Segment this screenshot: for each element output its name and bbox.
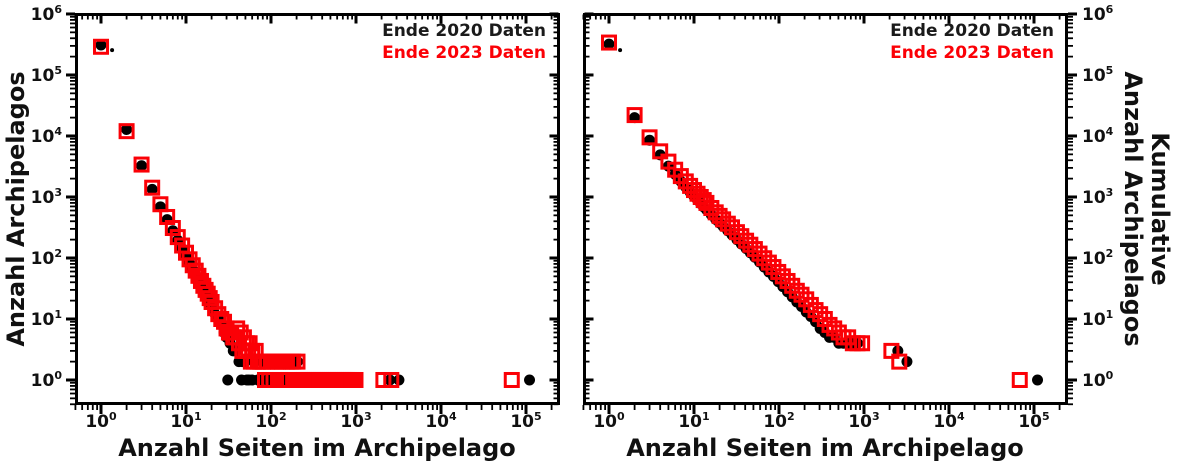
stray-dot [618,48,623,53]
y-tick-label: 102 [30,247,62,269]
y-tick-label: 101 [1082,308,1114,330]
data-point-2020 [1032,374,1044,386]
data-point-2023 [770,263,787,280]
data-point-2023 [793,286,810,303]
data-point-2023 [133,156,150,173]
data-point-2023 [724,219,741,236]
data-point-2023 [164,220,181,237]
y-tick-label: 103 [1082,186,1114,208]
data-point-2023 [756,250,773,267]
data-point-2023 [652,143,669,160]
data-point-2020 [136,160,148,172]
x-tick-label: 103 [848,410,880,432]
data-point-2020 [603,38,615,50]
legend-entry-2023: Ende 2023 Daten [382,43,546,63]
series-2023 [93,38,520,388]
x-tick-label: 105 [510,410,542,432]
data-point-2023 [93,38,110,55]
left-plot-canvas [66,12,560,414]
data-point-2023 [118,123,135,140]
data-point-2023 [830,324,847,341]
y-tick-label: 105 [1082,64,1114,86]
data-point-2023 [751,245,768,262]
right-plot-canvas [582,12,1077,414]
y-tick-label: 103 [30,186,62,208]
data-point-2020 [95,39,107,51]
data-point-2023 [760,254,777,271]
y-tick-label: 104 [30,125,62,147]
x-tick-label: 104 [425,410,457,432]
data-point-2023 [1011,371,1028,388]
left-y-axis-title: Anzahl Archipelagos [2,71,30,347]
data-point-2023 [774,268,791,285]
data-point-2020 [222,374,234,386]
x-tick-label: 101 [170,410,202,432]
x-tick-label: 102 [255,410,287,432]
right-y-axis-title: Kumulative Anzahl Archipelagos [1119,13,1174,405]
data-point-2023 [733,228,750,245]
x-tick-label: 103 [340,410,372,432]
data-point-2023 [807,302,824,319]
data-point-2023 [854,335,871,352]
data-point-2023 [719,215,736,232]
series-2020 [603,38,1044,386]
y-tick-label: 101 [30,308,62,330]
y-tick-label: 106 [30,3,62,25]
x-tick-label: 101 [678,410,710,432]
data-point-2023 [826,320,843,337]
y-tick-label: 100 [30,369,62,391]
y-tick-label: 100 [1082,369,1114,391]
data-point-2023 [199,285,216,302]
legend: Ende 2020 Daten Ende 2023 Daten [890,20,1054,64]
y-tick-label: 105 [30,64,62,86]
data-point-2023 [812,306,829,323]
data-point-2023 [728,224,745,241]
right-y-axis-title-line1: Kumulative [1146,132,1174,286]
legend-entry-2020: Ende 2020 Daten [382,21,546,41]
series-2023 [601,34,1028,388]
x-tick-label: 104 [933,410,965,432]
x-tick-label: 100 [85,410,117,432]
plot-spines [75,13,560,405]
data-point-2023 [742,236,759,253]
data-point-2023 [746,241,763,258]
x-tick-label: 105 [1018,410,1050,432]
left-x-axis-title: Anzahl Seiten im Archipelago [118,434,516,462]
data-point-2023 [144,179,161,196]
legend-entry-2023: Ende 2023 Daten [890,43,1054,63]
x-tick-label: 102 [763,410,795,432]
data-point-2020 [146,183,158,195]
data-point-2023 [738,232,755,249]
data-point-2023 [788,282,805,299]
y-tick-label: 106 [1082,3,1114,25]
right-x-axis-title: Anzahl Seiten im Archipelago [626,434,1024,462]
data-point-2023 [677,173,694,190]
data-point-2023 [784,277,801,294]
legend-entry-2020: Ende 2020 Daten [890,21,1054,41]
data-point-2023 [383,371,400,388]
legend: Ende 2020 Daten Ende 2023 Daten [382,20,546,64]
stray-dot [110,48,115,53]
data-point-2023 [779,272,796,289]
y-tick-label: 104 [1082,125,1114,147]
data-point-2020 [121,123,133,135]
data-point-2023 [169,229,186,246]
data-point-2023 [289,353,306,370]
data-point-2020 [524,374,536,386]
data-point-2023 [891,353,908,370]
data-point-2023 [626,107,643,124]
plot-spines [583,13,1068,405]
y-tick-label: 102 [1082,247,1114,269]
data-point-2023 [347,371,364,388]
x-tick-label: 100 [593,410,625,432]
data-point-2023 [601,34,618,51]
data-point-2023 [765,259,782,276]
right-y-axis-title-line2: Anzahl Archipelagos [1119,71,1147,347]
data-point-2023 [503,371,520,388]
data-point-2023 [641,129,658,146]
